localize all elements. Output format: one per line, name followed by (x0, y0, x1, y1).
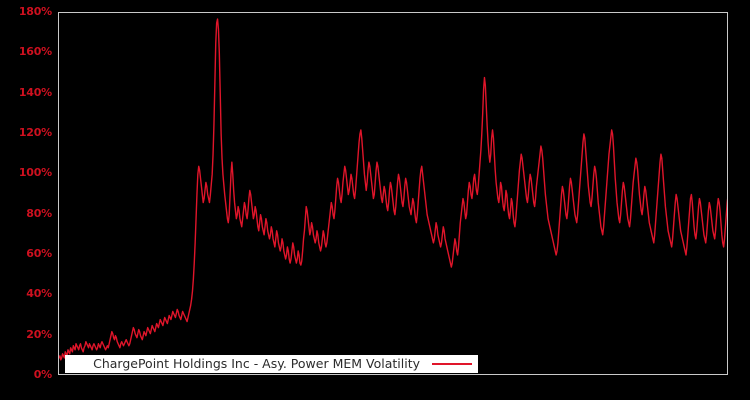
y-tick-label-20pct: 20% (26, 327, 52, 341)
y-tick-label-100pct: 100% (18, 166, 52, 180)
y-axis-tick-labels: 0% 20% 40% 60% 80% 100% 120% 140% 160% 180% (0, 0, 52, 400)
legend-label: ChargePoint Holdings Inc - Asy. Power ME… (93, 356, 420, 371)
legend[interactable]: ChargePoint Holdings Inc - Asy. Power ME… (65, 355, 478, 373)
y-tick-label-160pct: 160% (18, 45, 52, 59)
y-tick-label-120pct: 120% (18, 126, 52, 139)
legend-line-swatch (430, 358, 474, 370)
y-tick-label-180pct: 180% (18, 5, 52, 18)
y-tick-label-40pct: 40% (26, 287, 52, 301)
y-tick-label-80pct: 80% (26, 206, 52, 220)
series-line-chargepoint-volatility (59, 18, 727, 361)
y-tick-label-60pct: 60% (26, 247, 52, 260)
plot-area (58, 12, 728, 375)
y-tick-label-0pct: 0% (33, 368, 52, 381)
y-tick-label-140pct: 140% (18, 85, 52, 99)
series-line-chart (59, 18, 727, 361)
